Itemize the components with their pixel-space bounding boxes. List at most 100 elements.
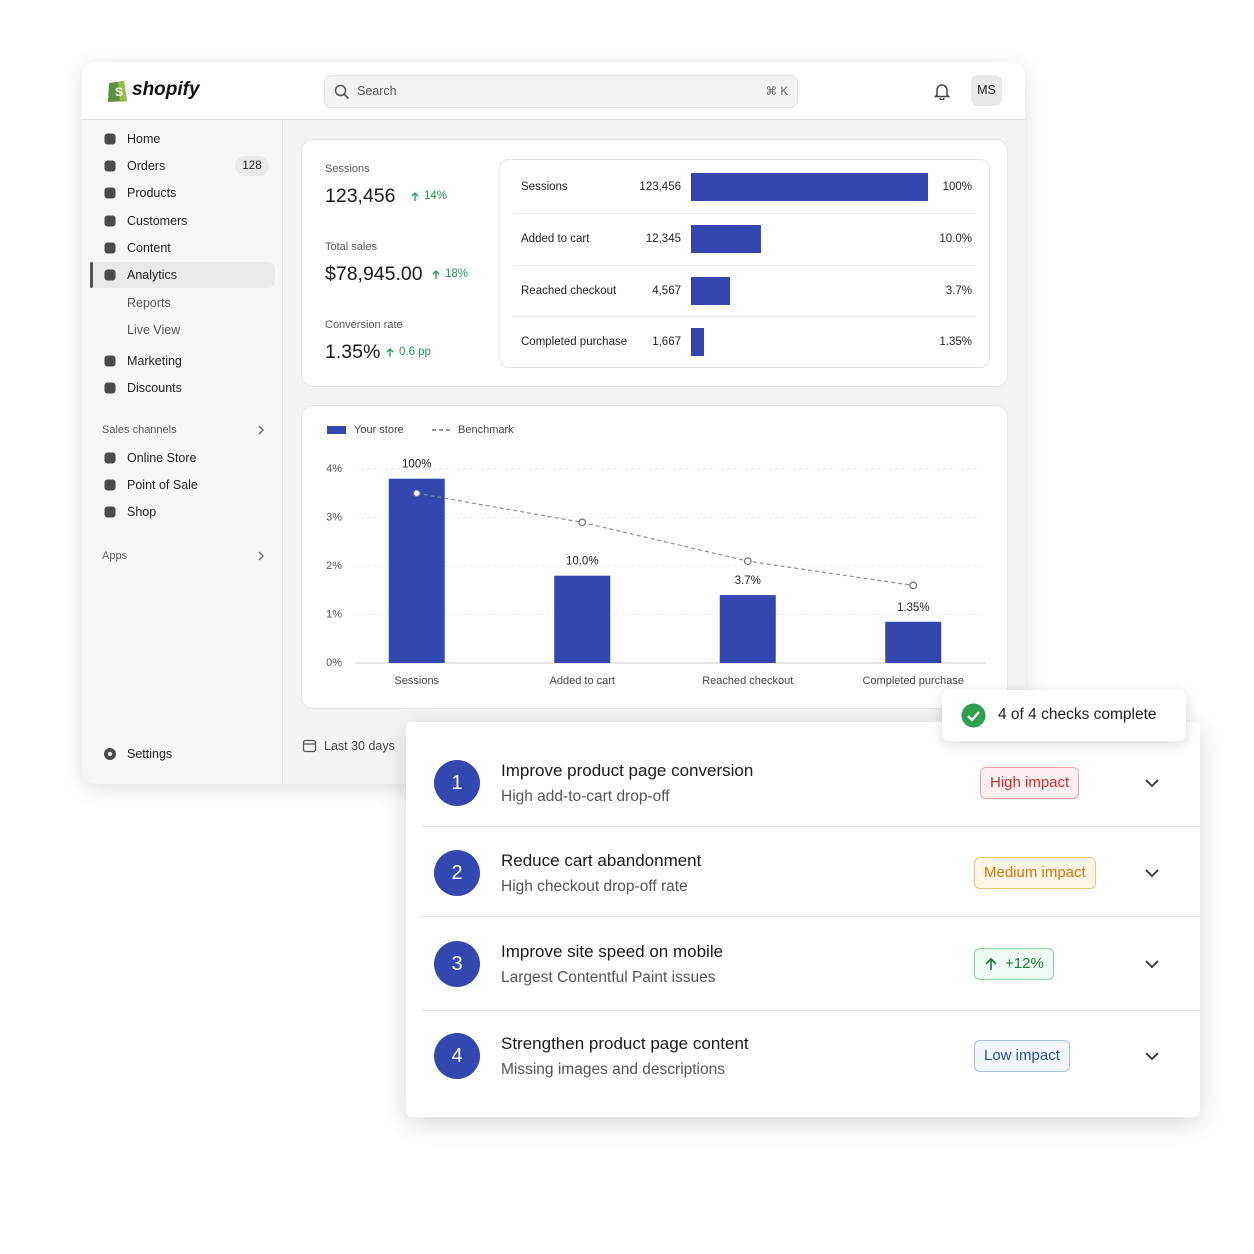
step-number: 2 — [434, 850, 480, 896]
bar — [554, 575, 611, 663]
nav-icon — [104, 506, 116, 518]
date-range[interactable]: Last 30 days — [324, 739, 395, 753]
section-title[interactable]: Apps — [102, 550, 128, 562]
check-title: Strengthen product page content — [501, 1034, 749, 1053]
svg-text:S: S — [115, 85, 123, 99]
calendar-icon — [302, 739, 317, 753]
expand-chevron[interactable] — [1144, 958, 1160, 970]
y-tick-label: 0% — [326, 657, 342, 669]
check-title: Improve product page conversion — [501, 761, 754, 780]
funnel-count: 123,456 — [639, 181, 681, 193]
check-title: Reduce cart abandonment — [501, 851, 702, 870]
funnel-count: 12,345 — [645, 233, 681, 245]
summary-card: Sessions 123,456 100% Added to cart 12,345 10… — [301, 139, 1008, 387]
chevron[interactable] — [256, 550, 266, 562]
funnel-rate: 100% — [942, 181, 972, 193]
logo: shopify — [132, 79, 200, 100]
funnel-count: 4,567 — [652, 285, 681, 297]
benchmark-point — [412, 489, 421, 498]
benchmark-line — [416, 492, 914, 586]
row-divider — [422, 826, 1200, 827]
nav-item[interactable]: Marketing — [127, 354, 182, 368]
row-divider — [422, 916, 1200, 917]
expand-chevron[interactable] — [1144, 1050, 1160, 1062]
nav-icon — [104, 382, 116, 394]
check-detail: Missing images and descriptions — [501, 1061, 725, 1078]
funnel-bar — [691, 328, 704, 356]
step-number: 1 — [434, 760, 480, 806]
nav-item[interactable]: Products — [127, 186, 177, 200]
y-tick-label: 4% — [326, 463, 342, 475]
funnel-count: 1,667 — [652, 336, 681, 348]
impact-badge: Low impact — [974, 1040, 1070, 1072]
trend-icon — [432, 270, 440, 279]
expand-chevron[interactable] — [1144, 867, 1160, 879]
impact-badge: High impact — [980, 767, 1080, 799]
trend-icon — [411, 192, 419, 201]
search-icon — [334, 84, 350, 100]
metric-change: 14% — [424, 190, 448, 202]
nav-item[interactable]: Point of Sale — [127, 478, 198, 492]
funnel-rate: 10.0% — [939, 233, 972, 245]
metric-label: Sessions — [325, 163, 370, 175]
nav-icon — [104, 215, 116, 227]
legend-label: Your store — [354, 424, 404, 436]
x-tick-label: Completed purchase — [862, 675, 964, 687]
metric-label: Conversion rate — [325, 319, 403, 331]
expand-chevron[interactable] — [1144, 777, 1160, 789]
funnel-bar — [691, 173, 928, 201]
check-icon — [961, 703, 986, 728]
funnel-stage: Completed purchase — [521, 336, 628, 348]
row-divider — [422, 1010, 1200, 1011]
metric-value: $78,945.00 — [325, 263, 423, 285]
app-window: S shopify Search ⌘ K MS Sessions 123,456 1… — [82, 62, 1025, 784]
nav-item[interactable]: Settings — [127, 747, 173, 761]
benchmark-point — [909, 581, 918, 590]
status-badge: 4 of 4 checks complete — [942, 690, 1186, 741]
step-number: 3 — [434, 941, 480, 987]
metric-change: 18% — [445, 268, 469, 280]
funnel-stage: Sessions — [521, 181, 568, 193]
impact-badge: Medium impact — [974, 857, 1096, 889]
search-box[interactable]: Search ⌘ K — [324, 75, 798, 108]
nav-item[interactable]: Customers — [127, 214, 188, 228]
check-detail: High checkout drop-off rate — [501, 878, 688, 895]
chevron[interactable] — [256, 424, 266, 436]
avatar[interactable]: MS — [971, 75, 1002, 106]
bar-annotation: 1.35% — [897, 602, 930, 614]
bell-icon[interactable] — [933, 82, 951, 100]
nav-item[interactable]: Discounts — [127, 381, 182, 395]
nav-item[interactable]: Shop — [127, 505, 157, 519]
shortcut: ⌘ K — [765, 86, 788, 98]
legend-label: Benchmark — [458, 424, 514, 436]
nav-item[interactable]: Analytics — [127, 268, 178, 282]
nav-icon — [104, 160, 116, 172]
bar-annotation: 100% — [402, 459, 431, 471]
y-tick-label: 1% — [326, 608, 342, 620]
nav-badge: 128 — [235, 156, 269, 176]
x-tick-label: Sessions — [394, 675, 439, 687]
section-title[interactable]: Sales channels — [102, 424, 177, 436]
funnel-table: Sessions 123,456 100% Added to cart 12,345 10… — [499, 159, 990, 368]
nav-icon — [104, 479, 116, 491]
nav-icon — [104, 242, 116, 254]
nav-item[interactable]: Content — [127, 241, 171, 255]
metric-value: 1.35% — [325, 341, 381, 363]
bar — [885, 621, 942, 663]
bar — [388, 478, 445, 663]
settings-icon — [104, 748, 116, 760]
x-tick-label: Added to cart — [550, 675, 615, 687]
search-placeholder: Search — [357, 84, 397, 98]
nav-indicator — [90, 262, 93, 288]
nav-item[interactable]: Home — [127, 132, 161, 146]
check-title: Improve site speed on mobile — [501, 942, 724, 961]
funnel-rate: 3.7% — [945, 285, 972, 297]
nav-item[interactable]: Online Store — [127, 451, 197, 465]
nav-icon — [104, 355, 116, 367]
row-divider — [513, 213, 976, 214]
nav-item[interactable]: Orders — [127, 159, 166, 173]
nav-item[interactable]: Reports — [127, 296, 171, 310]
nav-icon — [104, 187, 116, 199]
nav-item[interactable]: Live View — [127, 323, 181, 337]
